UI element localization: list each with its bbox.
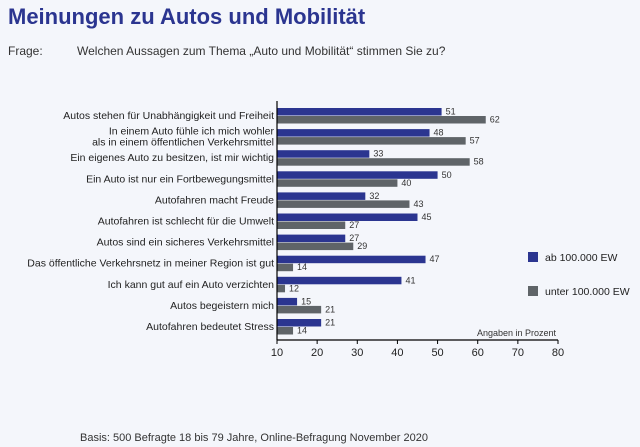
data-label: 40 <box>401 178 411 188</box>
x-tick-label: 30 <box>351 347 363 359</box>
data-label: 27 <box>349 233 359 243</box>
x-tick-label: 80 <box>552 347 564 359</box>
question-label: Frage: <box>8 44 43 58</box>
bar-ab-100000 <box>277 171 438 179</box>
bar-unter-100000 <box>277 263 294 272</box>
data-label: 14 <box>297 262 307 272</box>
data-label: 47 <box>430 254 440 264</box>
bar-ab-100000 <box>277 255 426 264</box>
data-label: 41 <box>405 275 415 285</box>
category-label: Das öffentliche Verkehrsnetz in meiner R… <box>27 258 274 270</box>
legend-swatch <box>528 252 538 262</box>
legend-label: ab 100.000 EW <box>545 252 617 264</box>
x-tick-label: 60 <box>472 347 484 359</box>
legend-swatch <box>528 286 538 296</box>
category-label: Ich kann gut auf ein Auto verzichten <box>108 279 275 291</box>
footer-basis: Basis: 500 Befragte 18 bis 79 Jahre, Onl… <box>80 432 428 444</box>
bar-unter-100000 <box>277 284 286 293</box>
category-label: als in einem öffentlichen Verkehrsmittel <box>92 137 274 149</box>
data-label: 21 <box>325 318 335 328</box>
x-tick-label: 20 <box>311 347 323 359</box>
legend-label: unter 100.000 EW <box>545 286 630 298</box>
bar-ab-100000 <box>277 234 346 243</box>
x-tick-label: 40 <box>391 347 403 359</box>
data-label: 33 <box>373 149 383 159</box>
bar-unter-100000 <box>277 221 346 229</box>
bar-ab-100000 <box>277 108 442 116</box>
data-label: 32 <box>369 191 379 201</box>
data-label: 27 <box>349 220 359 230</box>
x-tick-label: 70 <box>512 347 524 359</box>
bar-unter-100000 <box>277 116 486 124</box>
bar-ab-100000 <box>277 213 418 221</box>
data-label: 57 <box>470 136 480 146</box>
bar-unter-100000 <box>277 327 294 335</box>
bar-unter-100000 <box>277 179 398 187</box>
data-label: 15 <box>301 296 311 306</box>
question-text: Welchen Aussagen zum Thema „Auto und Mob… <box>77 44 446 58</box>
data-label: 21 <box>325 304 335 314</box>
data-label: 50 <box>442 170 452 180</box>
data-label: 29 <box>357 241 367 251</box>
bar-ab-100000 <box>277 150 370 158</box>
category-label: Ein eigenes Auto zu besitzen, ist mir wi… <box>70 152 274 164</box>
data-label: 43 <box>413 199 423 209</box>
bar-ab-100000 <box>277 129 430 137</box>
data-label: 14 <box>297 326 307 336</box>
category-label: Autofahren bedeutet Stress <box>146 321 274 333</box>
data-label: 62 <box>490 115 500 125</box>
category-label: Autos begeistern mich <box>170 300 274 312</box>
category-label: Autofahren ist schlecht für die Umwelt <box>98 216 274 228</box>
bar-unter-100000 <box>277 305 322 314</box>
x-tick-label: 50 <box>431 347 443 359</box>
x-tick-label: 10 <box>271 347 283 359</box>
bar-ab-100000 <box>277 276 402 285</box>
category-label: Autos sind ein sicheres Verkehrsmittel <box>97 237 274 249</box>
data-label: 51 <box>446 107 456 117</box>
bar-ab-100000 <box>277 319 322 327</box>
bar-ab-100000 <box>277 297 298 306</box>
page-title: Meinungen zu Autos und Mobilität <box>8 4 366 29</box>
unit-note: Angaben in Prozent <box>477 328 557 338</box>
bar-ab-100000 <box>277 192 366 200</box>
data-label: 12 <box>289 283 299 293</box>
data-label: 48 <box>434 128 444 138</box>
bar-unter-100000 <box>277 158 470 166</box>
category-label: Autofahren macht Freude <box>155 194 274 206</box>
data-label: 45 <box>422 212 432 222</box>
data-label: 58 <box>474 157 484 167</box>
category-label: Autos stehen für Unabhängigkeit und Frei… <box>63 110 274 122</box>
category-label: In einem Auto fühle ich mich wohler <box>109 126 275 138</box>
bar-unter-100000 <box>277 242 354 251</box>
category-label: Ein Auto ist nur ein Fortbewegungsmittel <box>86 173 274 185</box>
bar-unter-100000 <box>277 137 466 145</box>
bar-unter-100000 <box>277 200 410 208</box>
